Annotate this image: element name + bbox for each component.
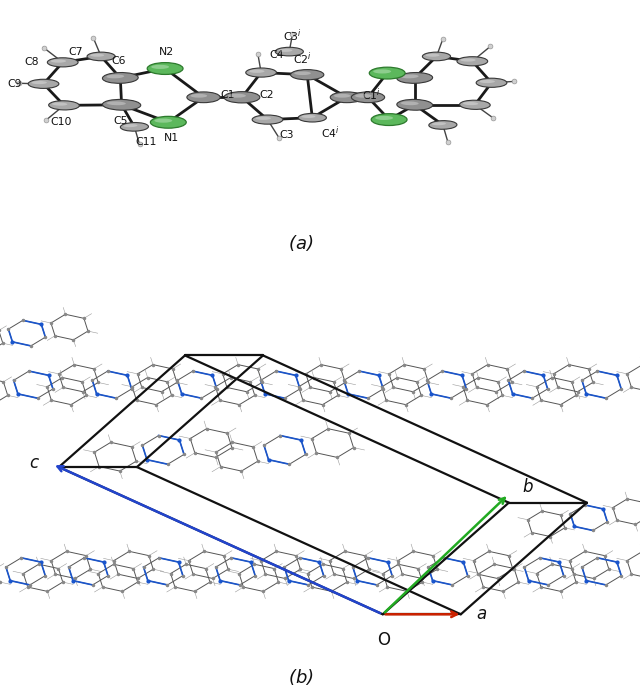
Text: C2$^i$: C2$^i$ bbox=[292, 50, 312, 67]
Ellipse shape bbox=[52, 103, 67, 105]
Ellipse shape bbox=[479, 80, 495, 83]
Ellipse shape bbox=[457, 57, 488, 66]
Ellipse shape bbox=[246, 68, 276, 77]
Ellipse shape bbox=[373, 69, 391, 73]
Ellipse shape bbox=[375, 116, 393, 120]
Ellipse shape bbox=[275, 47, 303, 56]
Ellipse shape bbox=[49, 101, 79, 110]
Ellipse shape bbox=[351, 92, 385, 103]
Ellipse shape bbox=[460, 101, 490, 110]
Ellipse shape bbox=[31, 81, 47, 84]
Ellipse shape bbox=[401, 101, 419, 105]
Ellipse shape bbox=[463, 102, 478, 105]
Ellipse shape bbox=[401, 75, 419, 78]
Ellipse shape bbox=[124, 124, 138, 127]
Text: ($a$): ($a$) bbox=[288, 232, 314, 253]
Ellipse shape bbox=[369, 67, 405, 79]
Text: C11: C11 bbox=[135, 138, 157, 147]
Ellipse shape bbox=[294, 71, 311, 75]
Text: C10: C10 bbox=[50, 117, 72, 127]
Ellipse shape bbox=[224, 91, 260, 103]
Ellipse shape bbox=[432, 122, 446, 125]
Ellipse shape bbox=[28, 80, 59, 89]
Ellipse shape bbox=[150, 117, 186, 128]
Text: C8: C8 bbox=[25, 57, 39, 67]
Ellipse shape bbox=[249, 70, 264, 73]
Ellipse shape bbox=[291, 70, 324, 80]
Ellipse shape bbox=[460, 59, 476, 61]
Ellipse shape bbox=[252, 115, 283, 124]
Ellipse shape bbox=[120, 123, 148, 131]
Ellipse shape bbox=[87, 52, 115, 61]
Ellipse shape bbox=[151, 65, 169, 69]
Ellipse shape bbox=[334, 94, 351, 98]
Ellipse shape bbox=[154, 119, 172, 123]
Text: a: a bbox=[477, 605, 487, 623]
Ellipse shape bbox=[102, 99, 141, 110]
Ellipse shape bbox=[106, 75, 124, 78]
Text: ($b$): ($b$) bbox=[288, 667, 314, 688]
Text: C2: C2 bbox=[259, 89, 273, 100]
Text: N1: N1 bbox=[164, 133, 179, 143]
Ellipse shape bbox=[426, 54, 440, 57]
Ellipse shape bbox=[429, 121, 457, 129]
Ellipse shape bbox=[422, 52, 451, 61]
Text: O: O bbox=[378, 632, 390, 649]
Text: C3$^i$: C3$^i$ bbox=[283, 28, 302, 44]
Ellipse shape bbox=[90, 54, 104, 57]
Ellipse shape bbox=[298, 113, 326, 122]
Ellipse shape bbox=[397, 99, 433, 110]
Ellipse shape bbox=[397, 73, 433, 83]
Text: C4$^i$: C4$^i$ bbox=[321, 124, 340, 141]
Text: N2: N2 bbox=[159, 47, 174, 57]
Ellipse shape bbox=[187, 92, 220, 103]
Text: C5: C5 bbox=[113, 117, 127, 126]
Text: c: c bbox=[29, 454, 38, 472]
Ellipse shape bbox=[278, 49, 292, 52]
Text: C1$^i$: C1$^i$ bbox=[362, 87, 381, 103]
Ellipse shape bbox=[107, 101, 126, 105]
Ellipse shape bbox=[355, 94, 372, 98]
Ellipse shape bbox=[147, 63, 183, 75]
Text: C3: C3 bbox=[280, 130, 294, 140]
Ellipse shape bbox=[371, 114, 407, 126]
Text: C1: C1 bbox=[221, 89, 235, 100]
Text: C7: C7 bbox=[68, 47, 83, 57]
Ellipse shape bbox=[51, 59, 66, 63]
Text: C4: C4 bbox=[270, 50, 284, 60]
Ellipse shape bbox=[330, 92, 364, 103]
Ellipse shape bbox=[476, 78, 507, 87]
Text: C9: C9 bbox=[8, 79, 22, 89]
Ellipse shape bbox=[255, 117, 271, 120]
Ellipse shape bbox=[301, 115, 316, 118]
Text: C6: C6 bbox=[112, 57, 126, 66]
Text: b: b bbox=[523, 478, 533, 496]
Ellipse shape bbox=[47, 58, 78, 67]
Ellipse shape bbox=[191, 94, 207, 98]
Ellipse shape bbox=[228, 94, 246, 98]
Ellipse shape bbox=[102, 73, 138, 83]
